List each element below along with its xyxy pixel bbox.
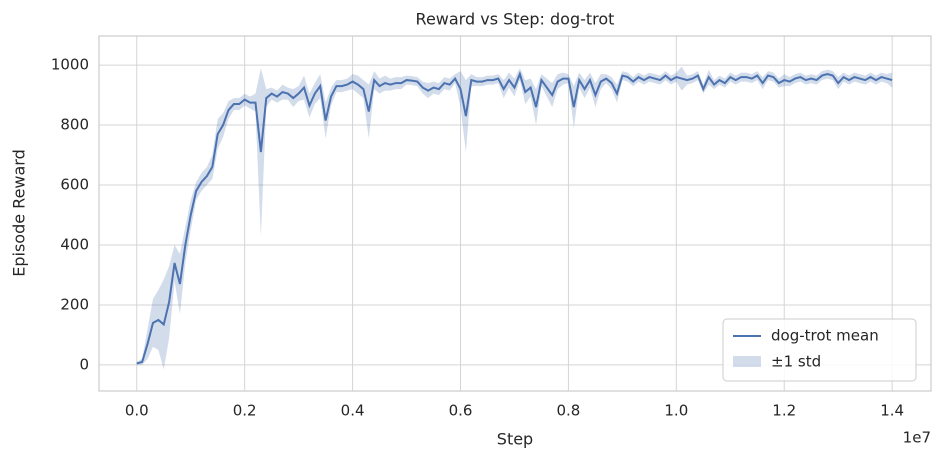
axes-frame (98, 35, 932, 392)
x-tick-label: 0.4 (341, 402, 365, 420)
y-tick-label: 800 (60, 116, 89, 134)
legend-box (722, 318, 917, 382)
x-tick-label: 0.6 (449, 402, 473, 420)
y-tick-label: 400 (60, 235, 89, 253)
x-axis-label: Step (497, 430, 533, 449)
legend-swatch (733, 356, 761, 367)
x-tick-label: 1.2 (772, 402, 796, 420)
legend-label: ±1 std (771, 353, 821, 371)
x-offset-label: 1e7 (903, 429, 931, 447)
x-tick-label: 0.0 (125, 402, 149, 420)
legend-label: dog-trot mean (771, 327, 879, 345)
chart-title: Reward vs Step: dog-trot (416, 10, 615, 29)
x-tick-label: 0.8 (556, 402, 580, 420)
x-tick-label: 1.0 (664, 402, 688, 420)
y-tick-label: 200 (60, 295, 89, 313)
y-tick-label: 600 (60, 176, 89, 194)
x-tick-label: 1.4 (880, 402, 904, 420)
y-axis-label: Episode Reward (10, 149, 29, 277)
y-tick-label: 1000 (51, 56, 89, 74)
mean-line (136, 71, 893, 365)
y-tick-label: 0 (79, 355, 89, 373)
x-tick-label: 0.2 (233, 402, 257, 420)
